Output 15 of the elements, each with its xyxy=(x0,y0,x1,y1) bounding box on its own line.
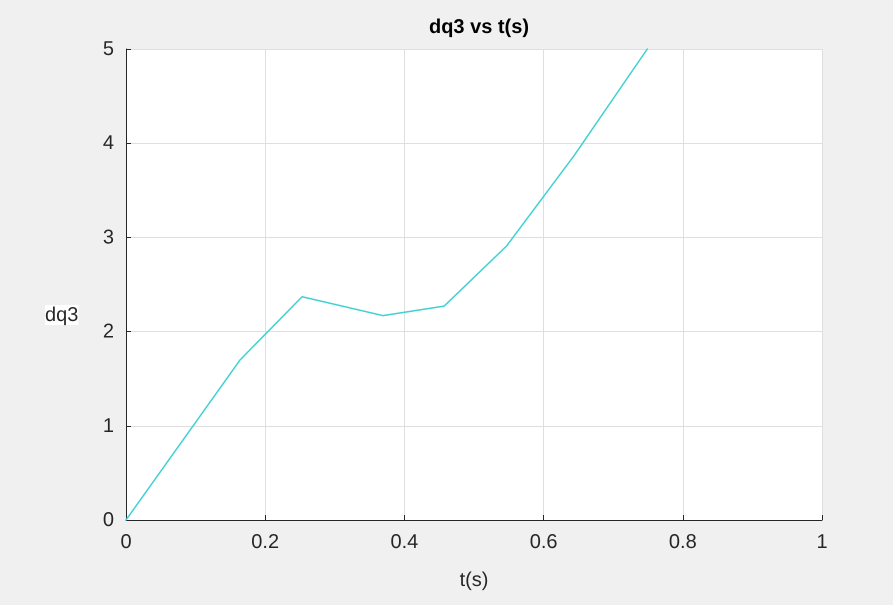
y-tick-label: 4 xyxy=(102,132,114,154)
chart-title: dq3 vs t(s) xyxy=(428,16,530,38)
x-axis-title: t(s) xyxy=(460,569,488,591)
y-tick-label: 1 xyxy=(102,414,114,437)
y-tick-label: 5 xyxy=(102,38,114,60)
y-tick-label: 2 xyxy=(102,320,114,343)
y-tick-label: 0 xyxy=(102,509,114,531)
x-tick-label: 1 xyxy=(816,531,828,553)
x-tick-label: 0.4 xyxy=(390,531,418,553)
x-tick-label: 0 xyxy=(120,531,132,553)
x-tick-label: 0.8 xyxy=(668,531,697,553)
y-axis-title: dq3 xyxy=(45,304,78,326)
y-tick-label: 3 xyxy=(102,226,114,248)
x-tick-label: 0.6 xyxy=(530,531,558,553)
x-tick-label: 0.2 xyxy=(251,531,280,553)
